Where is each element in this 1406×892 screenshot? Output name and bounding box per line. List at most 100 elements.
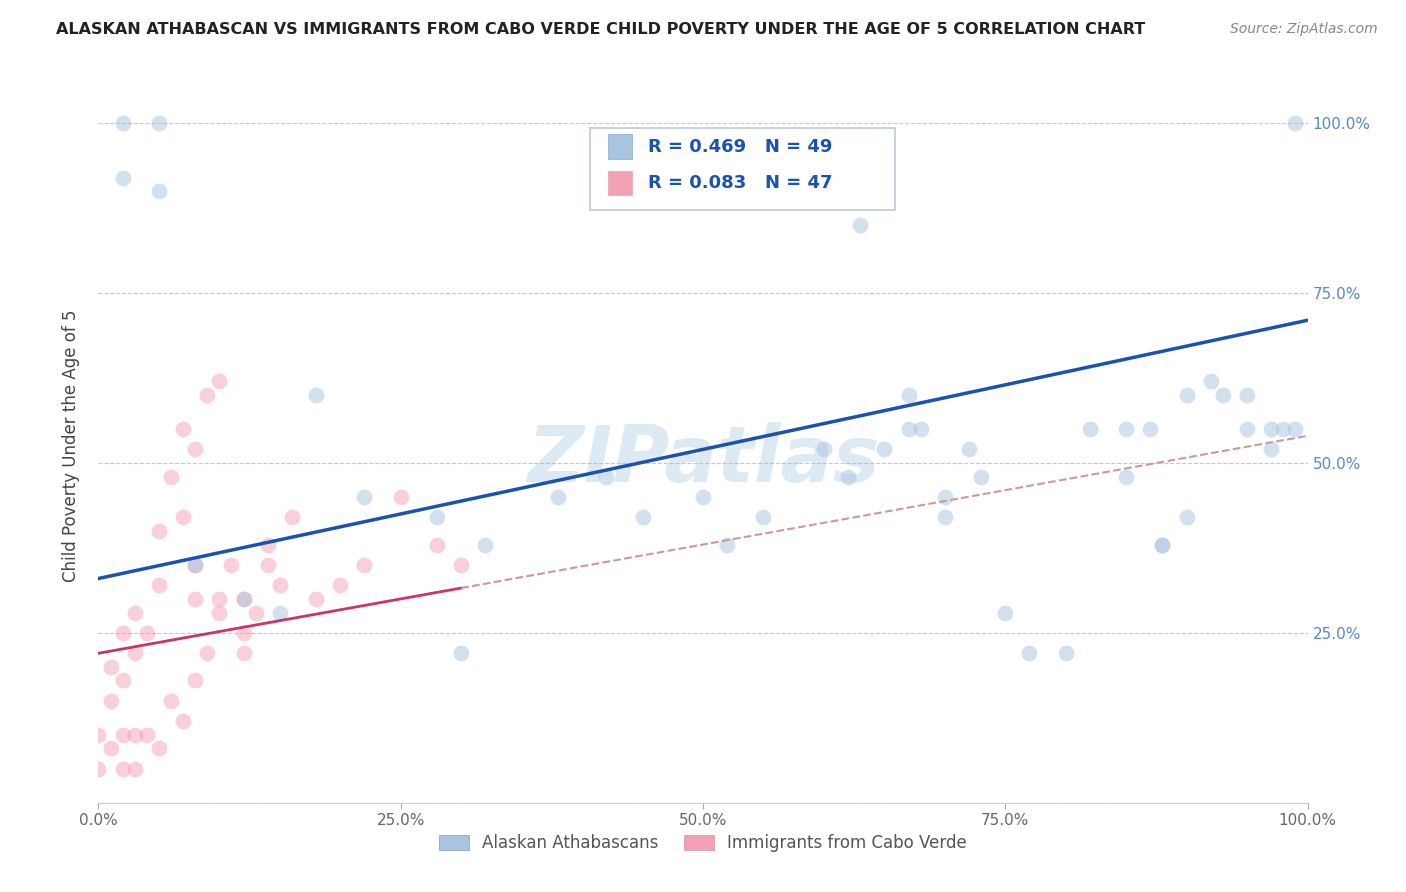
Point bbox=[631, 510, 654, 524]
Point bbox=[111, 728, 134, 742]
Point bbox=[269, 606, 291, 620]
Point bbox=[1139, 422, 1161, 436]
Point bbox=[232, 646, 254, 660]
Text: ALASKAN ATHABASCAN VS IMMIGRANTS FROM CABO VERDE CHILD POVERTY UNDER THE AGE OF : ALASKAN ATHABASCAN VS IMMIGRANTS FROM CA… bbox=[56, 22, 1146, 37]
Point bbox=[1260, 442, 1282, 457]
Point bbox=[450, 558, 472, 572]
Point bbox=[111, 673, 134, 688]
Point bbox=[970, 469, 993, 483]
Point bbox=[1018, 646, 1040, 660]
Point bbox=[1236, 388, 1258, 402]
Point bbox=[111, 762, 134, 776]
Text: R = 0.469   N = 49: R = 0.469 N = 49 bbox=[648, 137, 832, 155]
Point bbox=[172, 422, 194, 436]
Point bbox=[208, 606, 231, 620]
Point bbox=[184, 591, 207, 606]
Point bbox=[1260, 422, 1282, 436]
Text: R = 0.083   N = 47: R = 0.083 N = 47 bbox=[648, 174, 832, 192]
Point bbox=[100, 660, 122, 674]
Point bbox=[111, 170, 134, 185]
Point bbox=[1236, 422, 1258, 436]
Point bbox=[1115, 422, 1137, 436]
Point bbox=[426, 537, 449, 551]
Point bbox=[329, 578, 352, 592]
Point bbox=[474, 537, 496, 551]
Point bbox=[87, 762, 110, 776]
Point bbox=[148, 116, 170, 130]
Point bbox=[305, 591, 328, 606]
Point bbox=[281, 510, 304, 524]
Point bbox=[124, 606, 146, 620]
Legend: Alaskan Athabascans, Immigrants from Cabo Verde: Alaskan Athabascans, Immigrants from Cab… bbox=[433, 828, 973, 859]
Point bbox=[1054, 646, 1077, 660]
Point bbox=[172, 714, 194, 729]
Point bbox=[87, 728, 110, 742]
Point bbox=[1152, 537, 1174, 551]
Point bbox=[245, 606, 267, 620]
Point bbox=[994, 606, 1017, 620]
Point bbox=[1284, 422, 1306, 436]
Point bbox=[100, 694, 122, 708]
Point bbox=[1078, 422, 1101, 436]
Point bbox=[1175, 388, 1198, 402]
Point bbox=[1175, 510, 1198, 524]
Text: ZIPatlas: ZIPatlas bbox=[527, 422, 879, 499]
Point bbox=[1284, 116, 1306, 130]
Point bbox=[148, 184, 170, 198]
Point bbox=[124, 762, 146, 776]
Point bbox=[184, 442, 207, 457]
Point bbox=[353, 558, 375, 572]
Point bbox=[897, 388, 920, 402]
Point bbox=[221, 558, 243, 572]
Point bbox=[305, 388, 328, 402]
Point bbox=[389, 490, 412, 504]
Text: Source: ZipAtlas.com: Source: ZipAtlas.com bbox=[1230, 22, 1378, 37]
Point bbox=[232, 626, 254, 640]
Point bbox=[1199, 375, 1222, 389]
Point bbox=[353, 490, 375, 504]
Point bbox=[1115, 469, 1137, 483]
Point bbox=[124, 646, 146, 660]
Point bbox=[716, 537, 738, 551]
Point bbox=[547, 490, 569, 504]
Point bbox=[100, 741, 122, 756]
Point bbox=[124, 728, 146, 742]
Point bbox=[450, 646, 472, 660]
Point bbox=[837, 469, 859, 483]
Point bbox=[1152, 537, 1174, 551]
Point bbox=[256, 558, 278, 572]
Point bbox=[934, 510, 956, 524]
Point bbox=[135, 728, 157, 742]
Point bbox=[111, 116, 134, 130]
Point bbox=[426, 510, 449, 524]
Point bbox=[195, 646, 218, 660]
Point bbox=[111, 626, 134, 640]
Point bbox=[849, 218, 872, 232]
Point bbox=[957, 442, 980, 457]
Point bbox=[160, 694, 183, 708]
Point bbox=[160, 469, 183, 483]
Point bbox=[232, 591, 254, 606]
Point bbox=[148, 741, 170, 756]
Point bbox=[873, 442, 896, 457]
Point bbox=[232, 591, 254, 606]
Point bbox=[256, 537, 278, 551]
Point bbox=[208, 591, 231, 606]
Point bbox=[934, 490, 956, 504]
Point bbox=[897, 422, 920, 436]
Point bbox=[184, 558, 207, 572]
Point bbox=[148, 524, 170, 538]
Y-axis label: Child Poverty Under the Age of 5: Child Poverty Under the Age of 5 bbox=[62, 310, 80, 582]
Point bbox=[692, 490, 714, 504]
Point bbox=[752, 510, 775, 524]
Point bbox=[195, 388, 218, 402]
Point bbox=[1272, 422, 1295, 436]
Point bbox=[813, 442, 835, 457]
Point bbox=[269, 578, 291, 592]
Point bbox=[1212, 388, 1234, 402]
Point bbox=[910, 422, 932, 436]
Point bbox=[184, 673, 207, 688]
Point bbox=[184, 558, 207, 572]
Point bbox=[172, 510, 194, 524]
Point bbox=[148, 578, 170, 592]
